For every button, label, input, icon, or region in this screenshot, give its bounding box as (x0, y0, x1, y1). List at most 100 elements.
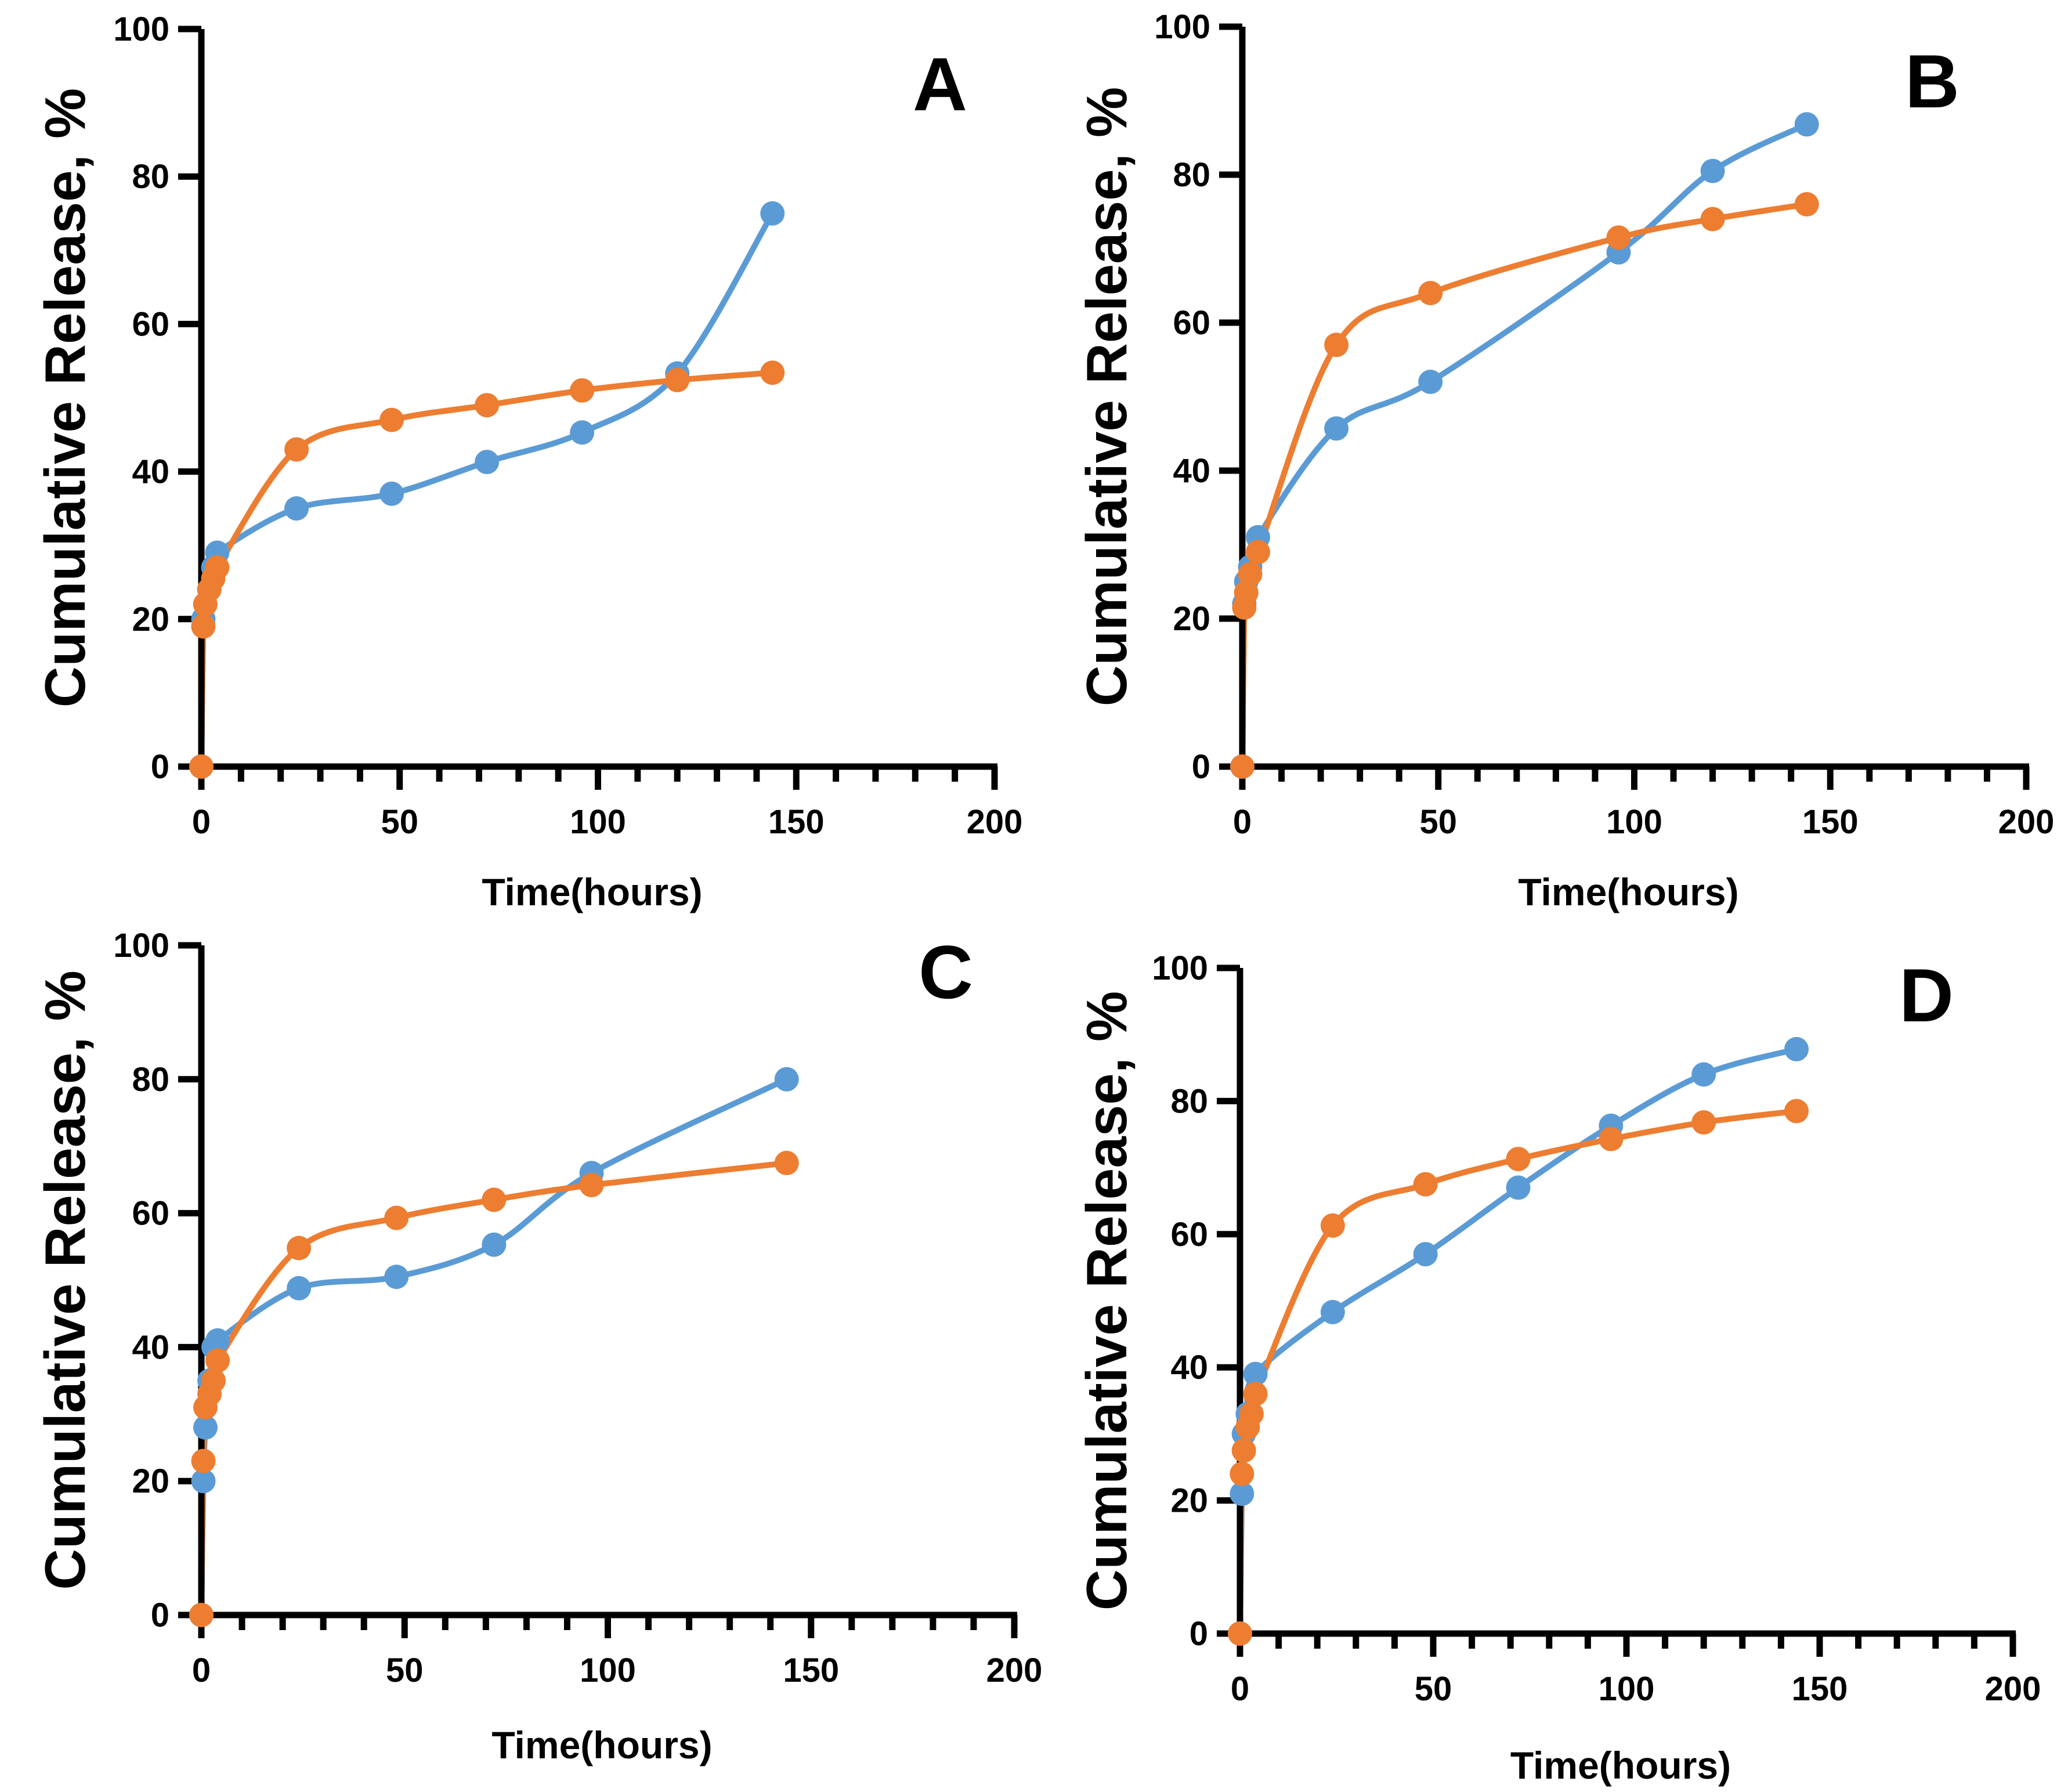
x-axis-label: Time(hours) (491, 1724, 712, 1766)
data-point-blue (284, 496, 309, 521)
panel-label: C (919, 930, 973, 1014)
data-point-blue (1691, 1062, 1716, 1087)
y-tick-label: 100 (1154, 8, 1210, 46)
data-point-orange (1413, 1172, 1438, 1197)
data-point-blue (1700, 158, 1725, 183)
x-tick-label: 0 (192, 1652, 211, 1689)
data-point-blue (1506, 1175, 1531, 1200)
data-point-orange (1230, 1461, 1254, 1486)
data-point-orange (1691, 1110, 1716, 1135)
data-point-blue (570, 420, 595, 445)
data-point-orange (1238, 562, 1263, 587)
x-tick-label: 100 (1599, 1670, 1655, 1708)
y-tick-label: 0 (151, 748, 169, 786)
data-point-blue (774, 1067, 799, 1092)
x-tick-label: 150 (1802, 803, 1859, 841)
x-tick-label: 200 (1998, 803, 2055, 841)
data-point-orange (1506, 1147, 1531, 1172)
y-tick-label: 40 (132, 453, 169, 491)
data-point-orange (1606, 225, 1631, 250)
y-tick-label: 0 (151, 1596, 169, 1634)
chart-panel-b: 0 50 100 150 200 0 20 40 60 80 100 Time(hours) Cumul… (1075, 8, 2055, 913)
data-point-blue (1243, 1361, 1268, 1386)
data-point-orange (1418, 281, 1443, 305)
y-tick-label: 20 (132, 601, 169, 638)
data-point-orange (1324, 333, 1349, 357)
panel-label: B (1905, 39, 1959, 124)
data-point-orange (1243, 1382, 1268, 1407)
data-point-blue (384, 1264, 409, 1289)
data-point-blue (1324, 416, 1349, 441)
y-tick-label: 80 (1173, 156, 1210, 194)
y-tick-label: 80 (132, 1061, 169, 1099)
x-tick-label: 100 (580, 1652, 636, 1689)
y-tick-label: 60 (1173, 304, 1210, 342)
y-tick-label: 100 (113, 927, 169, 964)
series-line-orange (198, 370, 773, 767)
series-line-orange (1239, 201, 1807, 767)
data-point-blue (760, 201, 785, 226)
data-point-blue (1784, 1036, 1809, 1061)
data-point-orange (774, 1151, 799, 1176)
data-point-orange (1784, 1099, 1809, 1123)
y-axis-label: Cumulative Release, % (33, 88, 97, 708)
data-point-orange (189, 754, 214, 779)
y-axis-label: Cumulative Release, % (1075, 87, 1138, 707)
data-point-blue (379, 481, 404, 506)
x-tick-label: 50 (381, 803, 418, 841)
y-tick-label: 60 (132, 1195, 169, 1233)
data-point-blue (205, 1328, 230, 1353)
data-point-blue (475, 450, 500, 475)
series-line-orange (198, 1160, 787, 1616)
data-point-orange (1228, 1621, 1252, 1646)
data-point-orange (475, 393, 500, 418)
y-tick-label: 40 (132, 1328, 169, 1366)
data-point-orange (189, 1603, 214, 1627)
panel-label: A (913, 42, 967, 127)
x-tick-label: 150 (1792, 1670, 1848, 1708)
y-axis-label: Cumulative Release, % (1075, 991, 1138, 1611)
data-point-orange (1231, 1438, 1256, 1463)
data-point-orange (579, 1173, 604, 1198)
data-point-orange (191, 614, 216, 639)
y-tick-label: 40 (1170, 1349, 1208, 1386)
y-tick-label: 20 (1173, 600, 1210, 638)
data-point-orange (570, 378, 595, 403)
data-point-blue (1320, 1299, 1345, 1324)
data-point-blue (1418, 370, 1443, 394)
x-tick-label: 0 (192, 803, 211, 841)
y-tick-label: 0 (1192, 748, 1210, 786)
x-tick-label: 0 (1233, 803, 1252, 841)
data-point-orange (1234, 580, 1259, 605)
chart-panel-c: 0 50 100 150 200 0 20 40 60 80 100 Time(hours) Cumul… (33, 927, 1043, 1766)
x-tick-label: 100 (1606, 803, 1662, 841)
chart-panel-d: 0 50 100 150 200 0 20 40 60 80 100 Time(hours) Cumul… (1075, 949, 2041, 1787)
x-tick-label: 50 (1419, 803, 1457, 841)
y-tick-label: 60 (132, 305, 169, 343)
data-point-blue (1230, 1482, 1254, 1506)
data-point-orange (191, 1448, 216, 1473)
x-tick-label: 200 (967, 803, 1023, 841)
data-point-orange (1246, 540, 1271, 565)
data-point-orange (284, 437, 309, 462)
data-point-orange (1700, 207, 1725, 232)
data-point-blue (191, 1469, 216, 1494)
data-point-orange (201, 1368, 226, 1393)
data-point-orange (1230, 754, 1254, 779)
data-point-orange (205, 1348, 230, 1373)
x-tick-label: 100 (570, 803, 626, 841)
data-point-orange (379, 407, 404, 432)
y-tick-label: 80 (1170, 1082, 1208, 1120)
data-point-blue (1413, 1242, 1438, 1267)
x-tick-label: 150 (768, 803, 825, 841)
chart-panel-a: 0 50 100 150 200 0 20 40 60 80 100 Time(hours) Cumul… (33, 10, 1023, 913)
data-point-blue (193, 1415, 218, 1440)
data-point-orange (1599, 1126, 1624, 1151)
x-tick-label: 200 (1985, 1670, 2041, 1708)
y-tick-label: 20 (1170, 1482, 1208, 1520)
data-point-blue (482, 1232, 507, 1257)
y-tick-label: 20 (132, 1462, 169, 1500)
data-point-orange (205, 555, 230, 580)
y-tick-label: 60 (1170, 1216, 1208, 1253)
x-tick-label: 50 (1415, 1670, 1452, 1708)
